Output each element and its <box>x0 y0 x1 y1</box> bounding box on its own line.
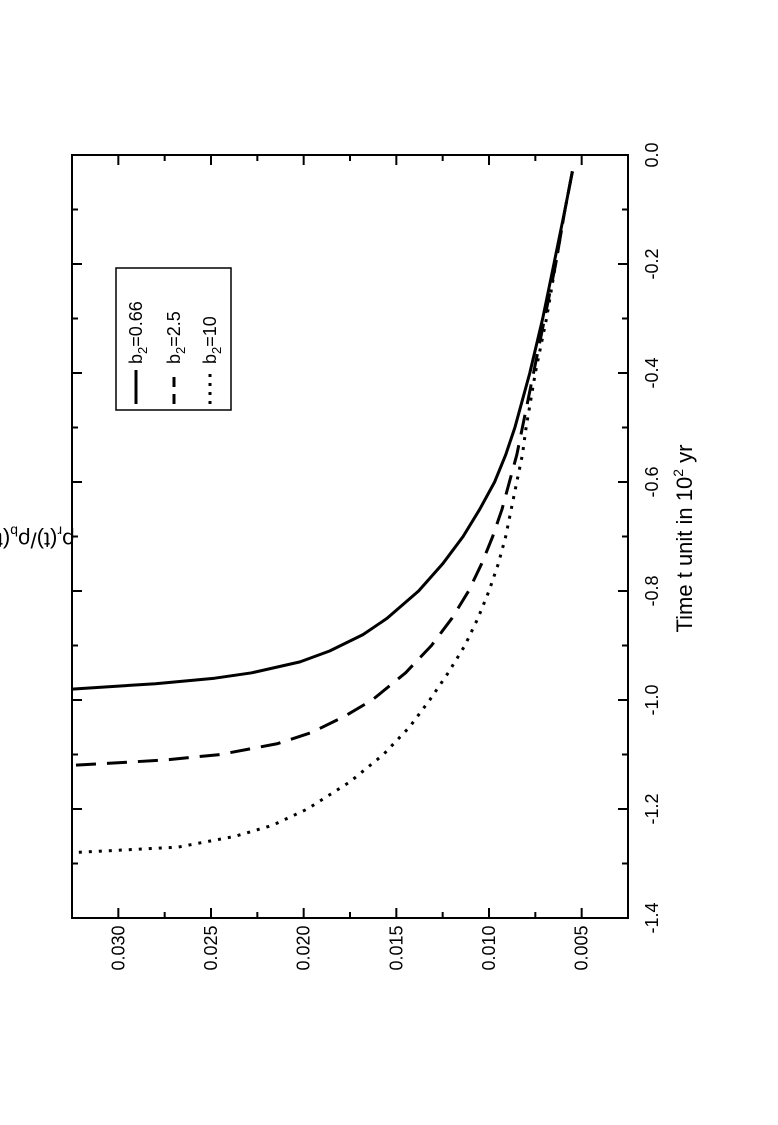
y-axis-title-rho: ρ <box>62 528 75 553</box>
x-axis-title: Time t unit in 102 yr <box>670 445 697 633</box>
legend-label-2: b2=2.5 <box>164 311 188 364</box>
x-tick-label: -1.2 <box>642 793 662 824</box>
legend-label-1: b2=0.66 <box>126 301 150 364</box>
y-tick-label: 0.005 <box>572 925 592 970</box>
y-axis-title-end: (t) <box>0 528 10 553</box>
y-axis-title-mid: (t)/ρ <box>18 528 57 553</box>
y-axis-title: ρr(t)/ρb(t) <box>0 524 75 553</box>
y-axis-title-sub-b: b <box>10 524 18 540</box>
y-axis-title-sub-r: r <box>57 524 62 540</box>
legend: b2=0.66 b2=2.5 b2=10 <box>115 267 232 411</box>
x-tick-label: 0.0 <box>642 142 662 167</box>
plot-frame <box>71 154 629 919</box>
legend-box <box>115 267 232 411</box>
y-tick-label: 0.020 <box>294 925 314 970</box>
x-axis-title-sup: 2 <box>670 469 686 477</box>
y-tick-label: 0.010 <box>479 925 499 970</box>
y-tick-label: 0.030 <box>108 925 128 970</box>
x-axis-title-unit: yr <box>672 445 697 469</box>
x-tick-label: -0.8 <box>642 575 662 606</box>
series-line-2 <box>71 171 574 767</box>
x-tick-label: -0.4 <box>642 357 662 388</box>
tick-labels: -1.4 -1.2 -1.0 -0.8 -0.6 -0.4 -0.2 0.0 0.005 0.01… <box>108 142 662 970</box>
x-axis-title-main: Time t unit in 10 <box>672 477 697 633</box>
x-tick-label: -1.0 <box>642 684 662 715</box>
x-tick-label: -0.2 <box>642 248 662 279</box>
x-tick-label: -1.4 <box>642 902 662 933</box>
x-tick-label: -0.6 <box>642 466 662 497</box>
series-layer <box>71 171 574 855</box>
y-tick-label: 0.025 <box>201 925 221 970</box>
axis-ticks <box>71 154 629 919</box>
y-tick-label: 0.015 <box>386 925 406 970</box>
series-line-1 <box>71 171 574 691</box>
legend-items: b2=0.66 b2=2.5 b2=10 <box>126 301 224 404</box>
plot-frame-group <box>71 154 629 919</box>
legend-label-3: b2=10 <box>200 316 224 364</box>
series-line-3 <box>71 171 574 855</box>
